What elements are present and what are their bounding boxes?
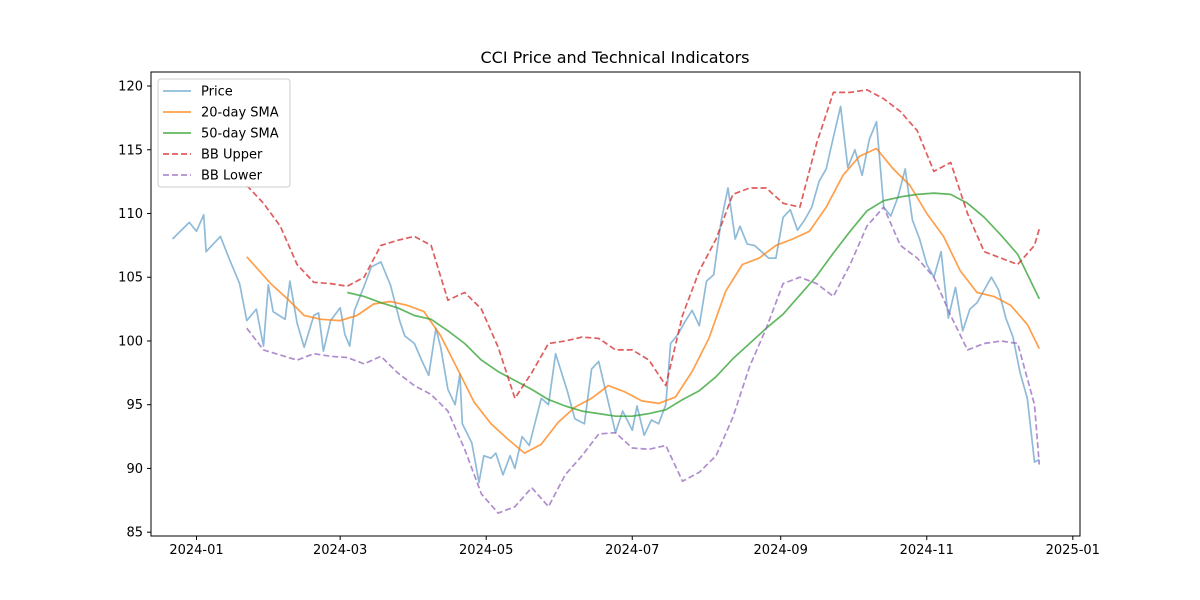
x-tick-label-1: 2024-03: [313, 543, 367, 558]
y-tick-label-6: 115: [118, 143, 143, 158]
y-tick-label-4: 105: [118, 271, 143, 286]
series-line-3: [246, 88, 1041, 400]
legend: Price 20-day SMA 50-day SMA BB Upper BB Lowe…: [157, 78, 291, 188]
x-tick-label-2: 2024-05: [459, 543, 513, 558]
x-tick-label-3: 2024-07: [605, 543, 659, 558]
chart-title: CCI Price and Technical Indicators: [480, 48, 749, 67]
legend-label-4: BB Lower: [201, 169, 263, 184]
series-line-4: [246, 206, 1041, 514]
plot-area: [171, 88, 1041, 514]
x-axis: 2024-01 2024-03 2024-05 2024-07 2024-09 2024-…: [169, 536, 1100, 558]
y-tick-label-1: 90: [126, 462, 143, 477]
x-tick-label-5: 2024-11: [900, 543, 954, 558]
series-line-0: [171, 105, 1040, 484]
y-tick-label-2: 95: [126, 398, 143, 413]
legend-label-1: 20-day SMA: [201, 106, 279, 121]
series-line-1: [246, 147, 1041, 454]
series-line-2: [347, 192, 1041, 418]
legend-label-2: 50-day SMA: [201, 127, 279, 142]
x-tick-label-0: 2024-01: [169, 543, 223, 558]
legend-label-3: BB Upper: [201, 148, 263, 163]
y-axis: 85 90 95 100 105 110 115 120: [118, 80, 151, 541]
y-tick-label-0: 85: [126, 526, 143, 541]
x-tick-label-4: 2024-09: [754, 543, 808, 558]
legend-label-0: Price: [201, 85, 233, 100]
y-tick-label-5: 110: [118, 207, 143, 222]
x-tick-label-6: 2025-01: [1046, 543, 1100, 558]
legend-frame: [157, 78, 291, 188]
y-tick-label-7: 120: [118, 80, 143, 95]
y-tick-label-3: 100: [118, 334, 143, 349]
plot-frame: [150, 71, 1081, 537]
